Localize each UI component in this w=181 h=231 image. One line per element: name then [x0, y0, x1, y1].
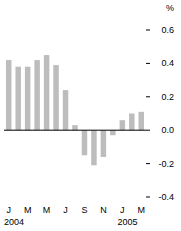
year-label: 2005: [118, 217, 138, 227]
x-tick-label: N: [100, 205, 107, 215]
year-label: 2004: [4, 217, 24, 227]
bar: [63, 90, 68, 130]
bar: [6, 60, 11, 130]
bar: [34, 60, 39, 130]
y-axis-label: %: [166, 3, 174, 13]
x-tick-label: J: [6, 205, 11, 215]
bar: [44, 55, 49, 130]
bar: [129, 114, 134, 131]
x-tick-label: J: [63, 205, 68, 215]
bar: [53, 65, 58, 130]
bar: [139, 112, 144, 130]
y-tick: [146, 30, 150, 31]
y-tick-label: -0.4: [158, 192, 174, 202]
y-tick: [146, 96, 150, 97]
y-tick-label: 0.2: [161, 92, 174, 102]
y-tick-label: 0.4: [161, 58, 174, 68]
y-tick-label: 0.0: [161, 125, 174, 135]
x-tick-label: J: [120, 205, 125, 215]
bar: [82, 130, 87, 155]
y-tick-label: -0.2: [158, 159, 174, 169]
chart: -0.4-0.20.00.20.40.6%JMMJSNJM20042005: [0, 0, 181, 231]
y-tick: [146, 197, 150, 198]
x-tick-label: M: [24, 205, 32, 215]
y-tick: [146, 163, 150, 164]
bar: [120, 120, 125, 130]
bar: [91, 130, 96, 165]
bar: [25, 67, 30, 130]
x-tick-label: M: [138, 205, 146, 215]
x-tick-label: M: [43, 205, 51, 215]
y-tick: [146, 63, 150, 64]
bar: [110, 130, 115, 135]
bars: [6, 55, 144, 165]
y-tick: [146, 130, 150, 131]
zero-line: [4, 130, 146, 131]
bar: [15, 67, 20, 130]
bar: [101, 130, 106, 157]
y-tick-label: 0.6: [161, 25, 174, 35]
bar: [72, 125, 77, 130]
x-tick-label: S: [81, 205, 87, 215]
